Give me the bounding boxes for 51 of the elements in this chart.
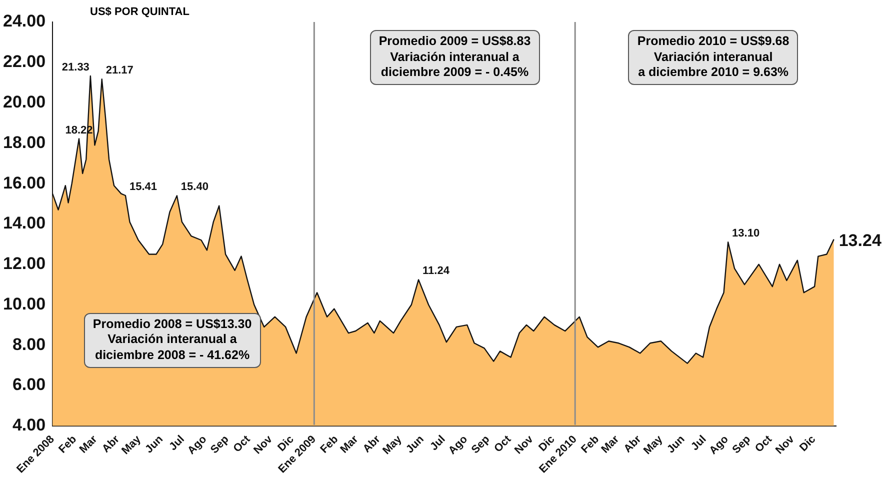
x-tick-label: Sep	[208, 433, 232, 456]
x-tick-label: Jul	[689, 433, 709, 454]
data-label: 15.40	[180, 181, 208, 194]
x-tick-label: Jun	[404, 433, 427, 456]
data-label: 21.33	[62, 61, 90, 74]
x-tick-label: Oct	[231, 433, 253, 455]
x-tick-label: Feb	[318, 433, 341, 456]
x-tick-label: Oct	[492, 433, 514, 455]
x-tick-label: Abr	[360, 432, 384, 456]
y-tick-label: 6.00	[12, 375, 46, 394]
x-tick-label: Mar	[77, 432, 100, 456]
x-tick-label: May	[120, 432, 144, 458]
y-axis-title: US$ POR QUINTAL	[90, 6, 190, 18]
y-tick-label: 8.00	[12, 334, 46, 354]
x-tick-label: Nov	[252, 432, 276, 457]
y-tick-label: 10.00	[2, 294, 46, 314]
x-tick-label: Feb	[56, 433, 80, 456]
y-tick-label: 14.00	[2, 214, 46, 233]
x-tick-label: Jun	[664, 433, 688, 456]
x-tick-label: Mar	[338, 432, 362, 456]
data-label: 11.24	[422, 265, 450, 278]
annotation: Promedio 2010 = US$9.68 Variación interanual a diciembre 2010 = 9.63%	[628, 30, 798, 85]
y-tick-label: 16.00	[2, 173, 46, 192]
x-tick-label: Jul	[428, 433, 448, 454]
x-tick-label: Abr	[622, 432, 644, 456]
x-tick-label: Sep	[469, 433, 492, 456]
data-label: 21.17	[106, 64, 134, 77]
y-tick-label: 12.00	[2, 254, 46, 274]
x-tick-label: Dic	[798, 433, 818, 454]
y-tick-label: 20.00	[2, 92, 46, 112]
x-tick-label: Mar	[599, 432, 622, 456]
x-tick-label: Jul	[167, 433, 187, 454]
x-tick-label: Ago	[446, 433, 470, 457]
x-tick-label: Nov	[773, 432, 798, 457]
y-tick-label: 18.00	[2, 132, 46, 152]
data-label: 13.24	[838, 231, 882, 250]
y-tick-label: 4.00	[12, 416, 46, 435]
data-label: 13.10	[732, 228, 760, 240]
x-tick-label: Jun	[143, 433, 166, 456]
annotation: Promedio 2008 = US$13.30 Variación interanual a diciembre 2008 = - 41.62%	[84, 312, 261, 368]
x-tick-label: Oct	[753, 433, 775, 455]
y-tick-label: 22.00	[2, 52, 46, 72]
x-tick-label: Nov	[512, 432, 536, 457]
data-label: 15.41	[129, 181, 157, 194]
y-tick-label: 24.00	[2, 12, 46, 31]
x-tick-label: Ago	[707, 433, 732, 457]
x-tick-label: Feb	[579, 433, 602, 456]
x-tick-label: Abr	[100, 432, 122, 456]
x-tick-label: Ago	[185, 433, 210, 457]
annotation: Promedio 2009 = US$8.83 Variación interanual a diciembre 2009 = - 0.45%	[370, 30, 540, 85]
x-tick-label: Sep	[730, 433, 754, 456]
